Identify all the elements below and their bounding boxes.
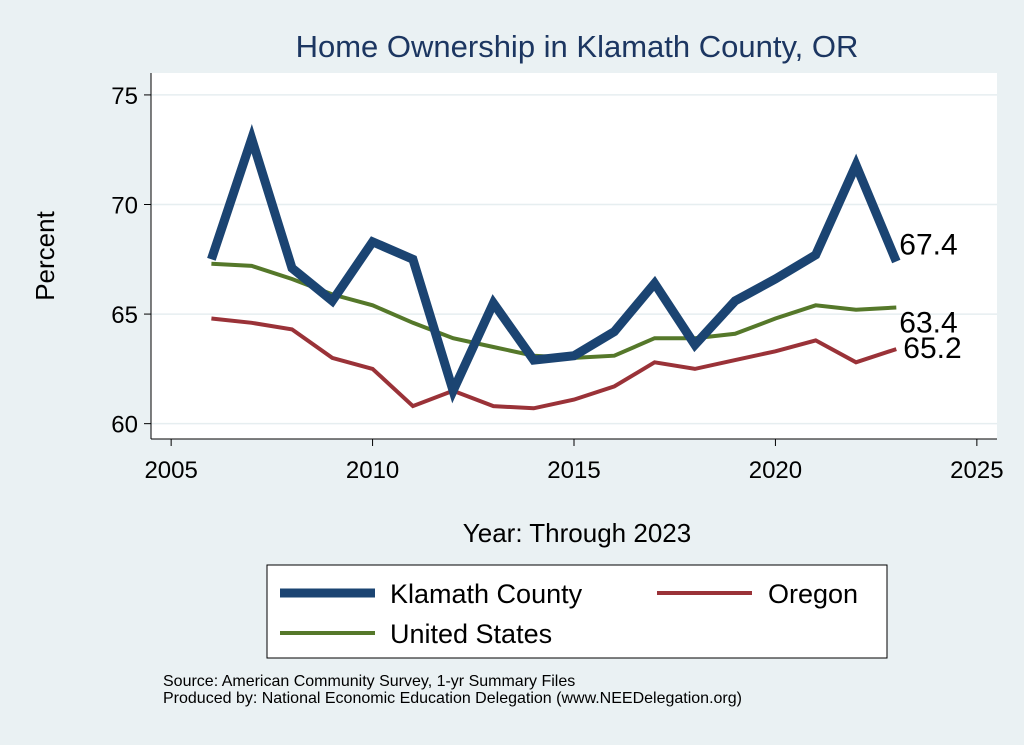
x-tick-label: 2005 bbox=[144, 457, 197, 484]
end-labels: 67.4 65.263.4 bbox=[899, 228, 961, 365]
plot-area bbox=[151, 73, 997, 439]
x-ticks: 2005 2010 2015 2020 2025 bbox=[144, 439, 1004, 484]
y-tick-label: 60 bbox=[111, 412, 138, 439]
chart-title: Home Ownership in Klamath County, OR bbox=[296, 29, 859, 64]
legend-label-oregon: Oregon bbox=[768, 579, 858, 609]
series-line-klamath bbox=[207, 124, 901, 404]
series-line-oregon bbox=[211, 316, 897, 411]
legend-box bbox=[266, 564, 888, 659]
legend: Klamath County Oregon United States bbox=[266, 564, 888, 659]
y-axis-title: Percent bbox=[30, 210, 60, 300]
y-tick-label: 70 bbox=[111, 192, 138, 219]
end-label-klamath: 67.4 bbox=[899, 228, 957, 261]
x-axis-title: Year: Through 2023 bbox=[463, 518, 691, 548]
source-note: Source: American Community Survey, 1-yr … bbox=[163, 673, 742, 707]
series-lines bbox=[207, 124, 901, 411]
x-tick-label: 2020 bbox=[749, 457, 802, 484]
end-label-us: 63.4 bbox=[899, 307, 957, 340]
x-tick-label: 2015 bbox=[547, 457, 600, 484]
gridlines bbox=[151, 94, 997, 425]
x-tick-label: 2010 bbox=[346, 457, 399, 484]
y-ticks: 60 65 70 75 bbox=[111, 83, 151, 439]
producer-line: Produced by: National Economic Education… bbox=[163, 690, 742, 707]
legend-label-klamath: Klamath County bbox=[390, 579, 583, 609]
legend-label-us: United States bbox=[390, 619, 552, 649]
x-tick-label: 2025 bbox=[950, 457, 1003, 484]
y-tick-label: 65 bbox=[111, 302, 138, 329]
y-tick-label: 75 bbox=[111, 83, 138, 110]
source-line: Source: American Community Survey, 1-yr … bbox=[163, 673, 576, 690]
end-label-oregon: 65.2 bbox=[903, 332, 961, 365]
